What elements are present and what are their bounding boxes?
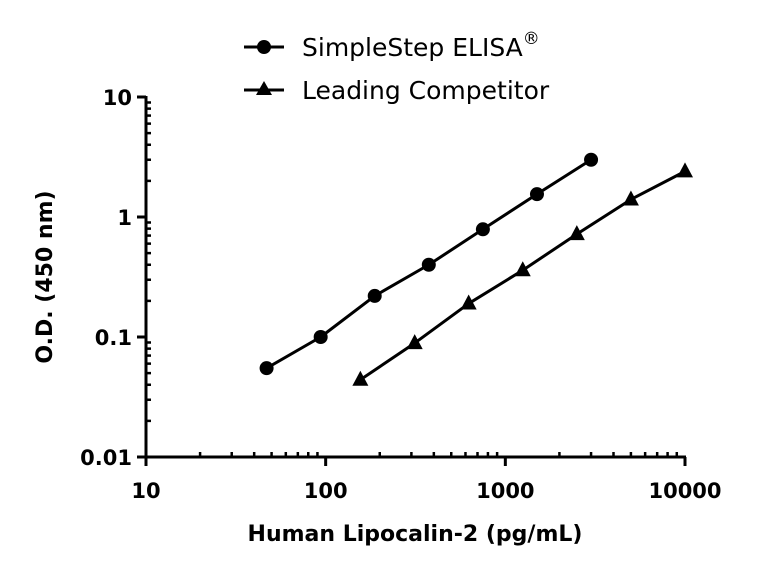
circle-marker-icon	[313, 330, 328, 344]
triangle-marker-icon	[406, 334, 423, 350]
y-axis-title: O.D. (450 nm)	[33, 190, 58, 363]
triangle-marker-icon	[460, 294, 477, 310]
legend-item-simplestep: SimpleStep ELISA®	[244, 29, 540, 62]
x-tick-label: 10000	[648, 479, 721, 503]
circle-marker-icon	[475, 222, 490, 237]
circle-marker-icon	[529, 187, 544, 202]
x-tick-label: 1000	[476, 479, 534, 503]
triangle-marker-icon	[568, 225, 585, 241]
circle-marker-icon	[367, 288, 382, 303]
x-axis: 10 100 1000 10000	[131, 452, 722, 503]
triangle-marker-icon	[677, 162, 693, 178]
plot-area	[259, 152, 693, 386]
y-tick-label: 0.01	[80, 446, 132, 470]
y-axis: 10 1 0.1 0.01	[80, 86, 151, 470]
legend-item-competitor: Leading Competitor	[244, 76, 550, 105]
series-competitor	[352, 162, 693, 386]
legend-label: Leading Competitor	[302, 76, 550, 105]
circle-marker-icon	[421, 257, 436, 272]
legend-label: SimpleStep ELISA®	[302, 29, 540, 62]
x-tick-label: 10	[131, 479, 160, 503]
legend: SimpleStep ELISA® Leading Competitor	[244, 29, 550, 105]
circle-marker-icon	[257, 40, 271, 54]
x-tick-label: 100	[304, 479, 348, 503]
triangle-marker-icon	[622, 190, 639, 206]
y-tick-label: 10	[103, 86, 132, 110]
series-simplestep	[259, 152, 599, 376]
circle-marker-icon	[259, 361, 274, 376]
x-axis-title: Human Lipocalin-2 (pg/mL)	[248, 522, 583, 547]
y-tick-label: 0.1	[95, 326, 132, 350]
circle-marker-icon	[584, 152, 599, 167]
triangle-marker-icon	[352, 370, 369, 386]
y-tick-label: 1	[117, 206, 132, 230]
triangle-marker-icon	[514, 261, 531, 277]
triangle-marker-icon	[256, 81, 272, 95]
